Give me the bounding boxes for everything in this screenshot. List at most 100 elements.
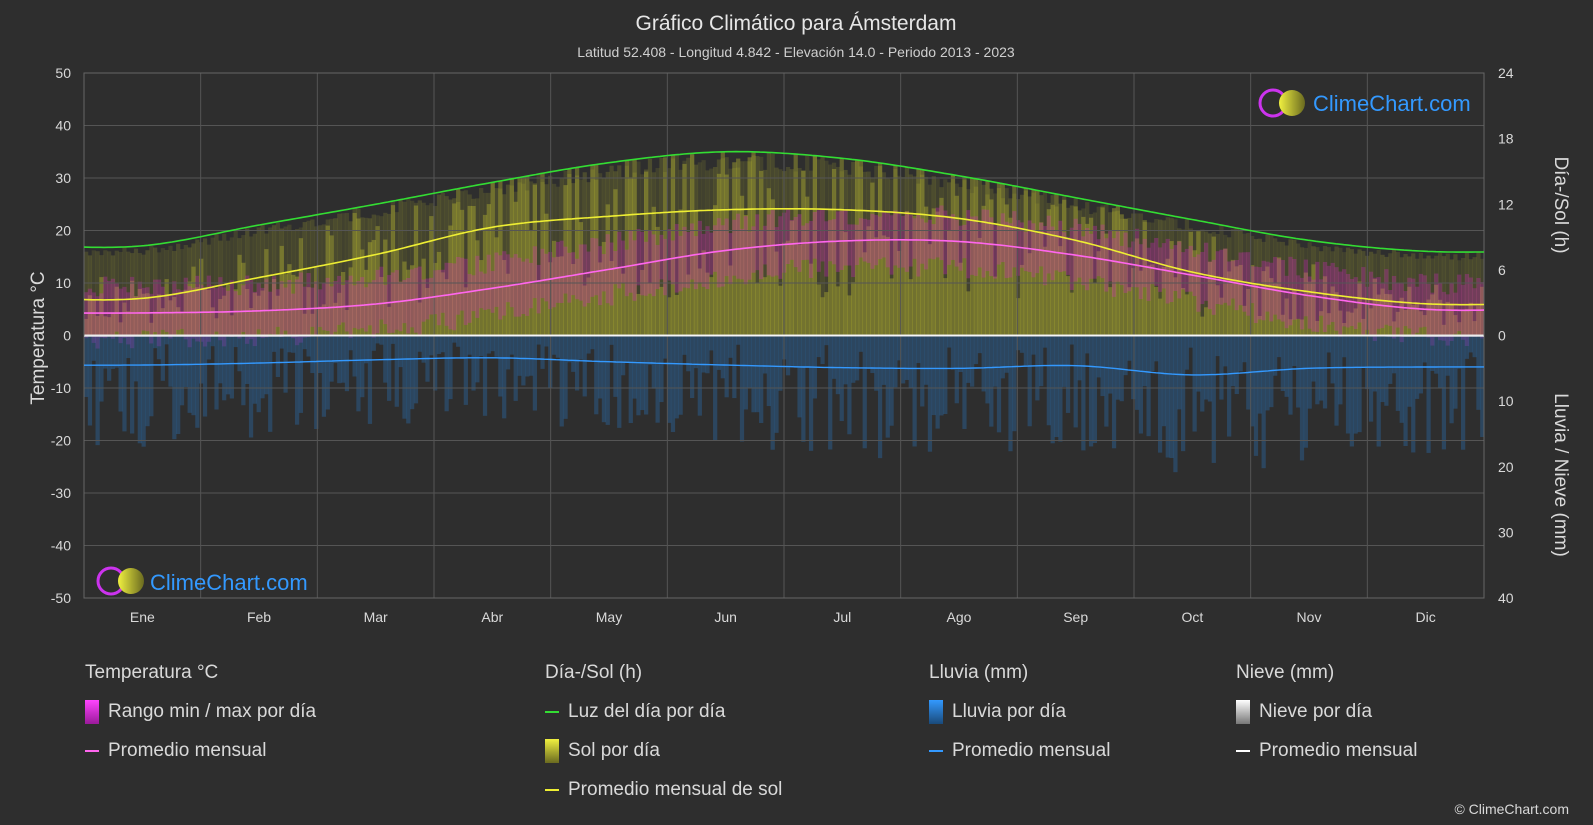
daylight-bar xyxy=(252,233,258,336)
daylight-bar xyxy=(678,169,683,336)
daylight-bar xyxy=(916,183,921,336)
temp-range-bar xyxy=(1177,241,1182,299)
temp-range-bar xyxy=(716,218,722,288)
sun-bar xyxy=(1012,185,1017,336)
sun-bar xyxy=(145,293,150,336)
daylight-bar xyxy=(628,160,633,336)
temp-range-bar xyxy=(1342,269,1347,327)
temp-range-bar xyxy=(245,275,250,344)
daylight-bar xyxy=(264,233,269,336)
sun-bar xyxy=(525,176,530,336)
temp-range-bar xyxy=(620,240,626,284)
snow-avg-swatch xyxy=(1236,750,1250,752)
temp-range-bar xyxy=(1411,278,1416,336)
daylight-bar xyxy=(805,155,810,336)
sun-bar xyxy=(164,279,169,336)
sun-bar xyxy=(1457,322,1462,336)
sun-bar xyxy=(191,266,196,336)
temp-range-bar xyxy=(1388,289,1393,326)
rain-bar xyxy=(943,335,948,415)
rain-bar xyxy=(394,335,399,407)
rain-bar xyxy=(551,335,557,355)
rain-bar xyxy=(1407,335,1412,407)
daylight-bar xyxy=(444,196,449,336)
daylight-bar xyxy=(333,218,338,336)
sun-bar xyxy=(417,302,422,336)
y-right-mm-tick-label: 40 xyxy=(1498,590,1514,606)
sun-bar xyxy=(1161,266,1167,336)
daylight-bar xyxy=(659,157,664,336)
daylight-bar xyxy=(962,180,967,336)
temp-range-bar xyxy=(1027,220,1032,272)
daylight-bar xyxy=(302,222,307,336)
sun-bar xyxy=(471,205,476,336)
daylight-bar xyxy=(927,184,933,336)
daylight-bar xyxy=(636,161,641,336)
temp-range-bar xyxy=(812,212,818,259)
sun-bar xyxy=(540,173,545,336)
sun-bar xyxy=(1288,319,1293,336)
rain-bar xyxy=(275,335,281,377)
rain-bar xyxy=(245,335,250,384)
sun-bar xyxy=(682,163,687,336)
rain-bar xyxy=(410,335,415,410)
daylight-bar xyxy=(383,212,388,336)
temp-range-bar xyxy=(993,225,998,279)
sun-bar xyxy=(1276,257,1282,336)
daylight-bar xyxy=(1357,249,1362,336)
sun-bar xyxy=(467,205,472,336)
temp-range-bar xyxy=(858,218,864,258)
temp-range-bar xyxy=(1004,221,1009,279)
daylight-bar xyxy=(436,194,442,336)
rain-bar xyxy=(1445,335,1450,376)
daylight-bar xyxy=(133,248,139,336)
rain-bar xyxy=(448,335,453,400)
daylight-bar xyxy=(206,244,211,336)
daylight-bar xyxy=(1092,212,1098,336)
daylight-bar xyxy=(778,169,783,336)
rain-bar xyxy=(893,335,898,388)
sun-bar xyxy=(509,178,514,336)
daylight-bar xyxy=(1100,205,1105,336)
rain-bar xyxy=(647,335,653,365)
sun-bar xyxy=(271,279,277,336)
temp-range-bar xyxy=(1426,283,1431,338)
temp-range-bar xyxy=(594,238,599,296)
daylight-bar xyxy=(785,166,791,336)
rain-bar xyxy=(789,335,794,367)
rain-bar xyxy=(536,335,541,345)
daylight-bar xyxy=(559,178,564,336)
daylight-bar xyxy=(1165,217,1170,336)
rain-bar xyxy=(574,335,580,391)
temp-range-bar xyxy=(291,293,296,339)
temp-range-bar xyxy=(571,252,576,296)
daylight-bar xyxy=(1027,196,1032,336)
sun-bar xyxy=(966,291,971,336)
temp-range-bar xyxy=(471,275,476,312)
daylight-bar xyxy=(617,165,622,336)
daylight-bar xyxy=(310,219,315,336)
sun-bar xyxy=(153,311,158,336)
temp-range-bar xyxy=(1154,237,1159,286)
temp-range-bar xyxy=(920,218,925,264)
sun-bar xyxy=(1062,199,1067,336)
temp-range-bar xyxy=(736,213,741,279)
sun-bar xyxy=(713,205,718,336)
sun-bar xyxy=(1422,315,1427,336)
sun-bar xyxy=(352,212,357,336)
daylight-bar xyxy=(314,226,319,336)
sun-bar xyxy=(210,307,215,336)
rain-bar xyxy=(218,335,223,384)
sun-bar xyxy=(1177,240,1182,336)
sun-bar xyxy=(774,251,779,336)
sun-bar xyxy=(893,165,898,336)
daylight-bar xyxy=(1073,198,1078,336)
daylight-bar xyxy=(130,253,135,336)
daylight-bar xyxy=(1391,249,1397,336)
rain-bar xyxy=(824,335,829,346)
temp-range-bar xyxy=(375,269,380,334)
sun-bar xyxy=(268,310,273,336)
sun-bar xyxy=(199,258,204,336)
daylight-bar xyxy=(137,253,142,336)
rain-bar xyxy=(1453,335,1458,409)
